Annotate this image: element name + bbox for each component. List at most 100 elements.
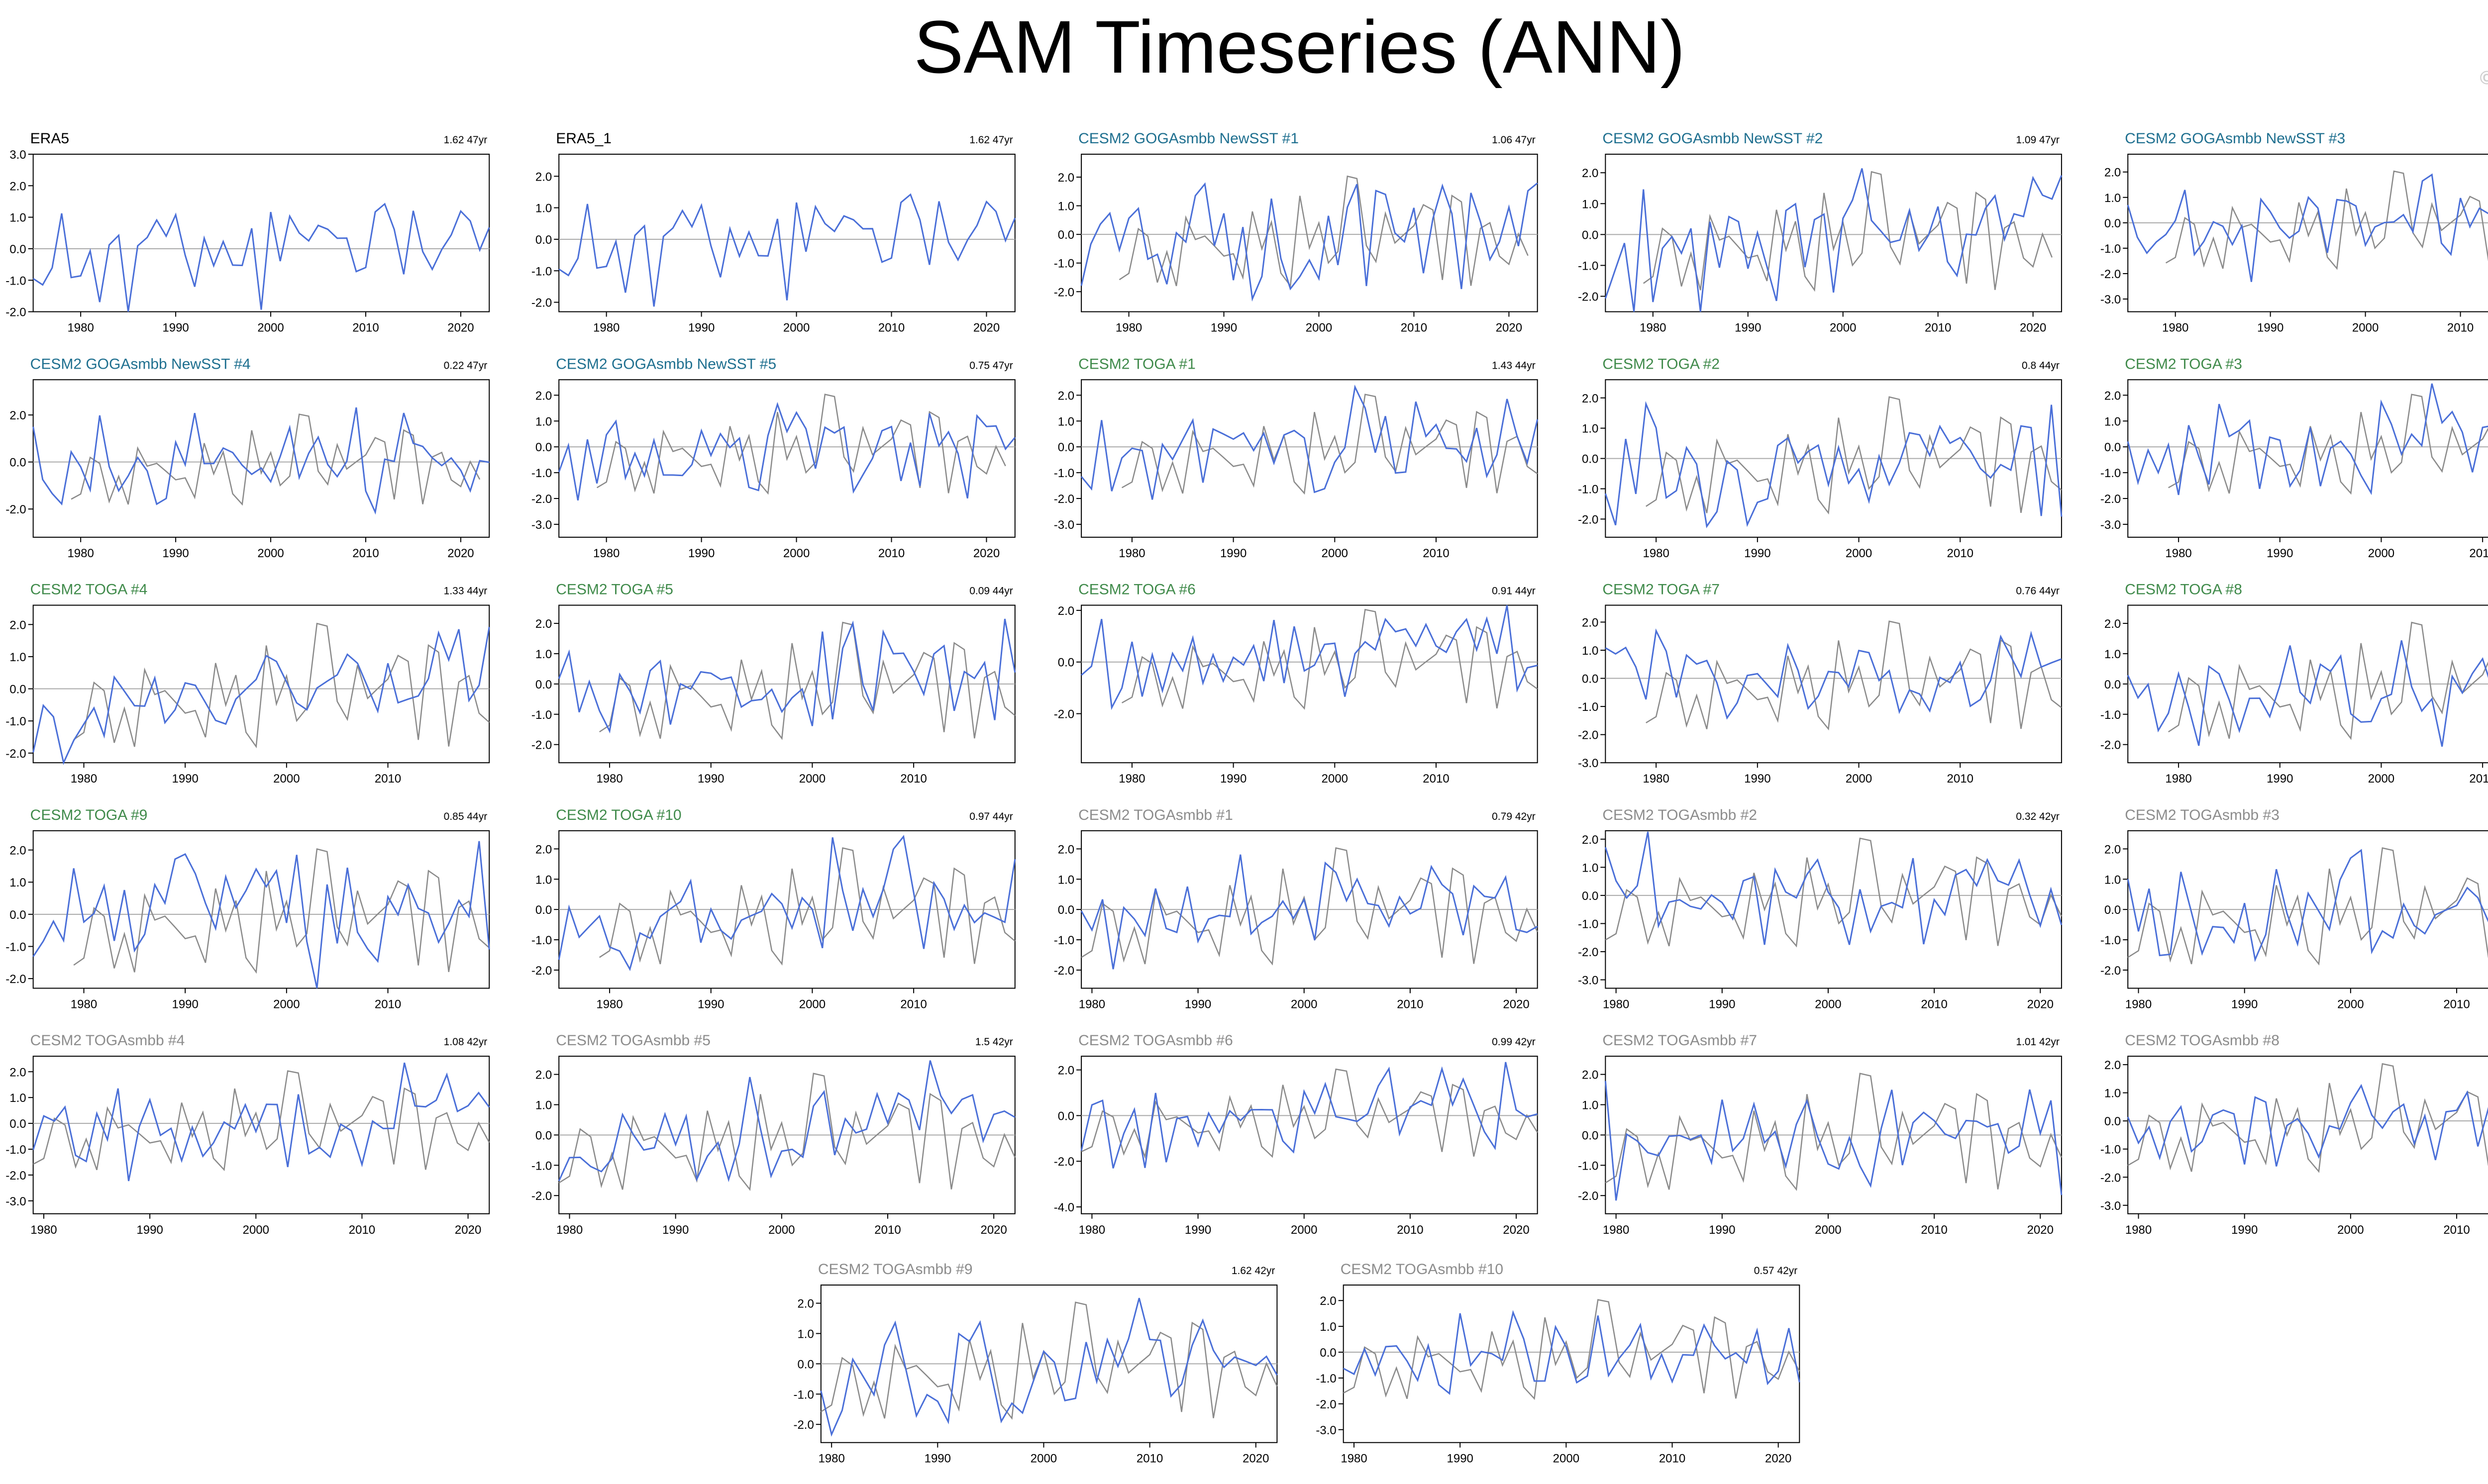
panel-17: CESM2 TOGA #10 0.97 44yr 2.0 1.0 0.0 -1.0 -2.0… (531, 807, 1016, 1011)
panel-title: CESM2 TOGAsmbb #8 (2125, 1032, 2280, 1049)
y-tick-label: -1.0 (1054, 257, 1074, 271)
obs-series-line (2165, 170, 2488, 270)
panel-18: CESM2 TOGAsmbb #1 0.79 42yr 2.0 1.0 0.0 -1.0 -… (1054, 807, 1538, 1011)
y-tick-label: -2.0 (531, 964, 552, 978)
x-tick-label: 1990 (172, 772, 198, 786)
y-tick-label: -2.0 (2100, 268, 2121, 281)
x-tick-label: 2020 (447, 321, 474, 335)
y-tick-label: -1.0 (5, 940, 26, 954)
y-tick-label: 0.0 (1320, 1346, 1336, 1360)
x-tick-label: 1990 (1211, 321, 1237, 335)
obs-series-line (2168, 621, 2488, 740)
panel-title: CESM2 TOGAsmbb #1 (1078, 807, 1233, 823)
plot-frame (558, 379, 1016, 538)
y-tick-label: 1.0 (9, 651, 26, 664)
x-tick-label: 1990 (698, 997, 724, 1011)
y-tick-label: 0.0 (535, 233, 552, 247)
x-tick-label: 1990 (2257, 321, 2283, 335)
x-tick-label: 2010 (1397, 997, 1423, 1011)
plot-frame (2127, 153, 2488, 312)
x-tick-label: 2010 (1401, 321, 1427, 335)
y-tick-label: -2.0 (1578, 1189, 1598, 1203)
panel-title: CESM2 GOGAsmbb NewSST #5 (556, 356, 776, 372)
y-tick-label: -1.0 (2100, 1143, 2121, 1157)
x-tick-label: 1990 (136, 1223, 163, 1237)
x-tick-label: 2010 (1397, 1223, 1423, 1237)
y-tick-label: -2.0 (1054, 1155, 1074, 1169)
x-tick-label: 1990 (162, 547, 189, 560)
panel-6: CESM2 GOGAsmbb NewSST #4 0.22 47yr 2.0 0.0 -… (5, 356, 490, 560)
y-tick-label: -2.0 (2100, 739, 2121, 752)
panel-14: CESM2 TOGA #7 0.76 44yr 2.0 1.0 0.0 -1.0 -2.0 -… (1578, 582, 2062, 786)
panel-title: CESM2 GOGAsmbb NewSST #4 (30, 356, 251, 372)
x-tick-label: 1980 (67, 547, 94, 560)
y-tick-label: 2.0 (9, 1066, 26, 1079)
x-tick-label: 2010 (1137, 1452, 1163, 1466)
x-tick-label: 2010 (375, 772, 401, 786)
x-tick-label: 1990 (662, 1223, 689, 1237)
x-tick-label: 2010 (2469, 547, 2488, 560)
y-tick-label: -1.0 (531, 708, 552, 722)
panel-5: CESM2 GOGAsmbb NewSST #31.87 47yr2.01.00… (2100, 130, 2488, 335)
panel-title: CESM2 TOGA #9 (30, 807, 148, 823)
panel-9: CESM2 TOGA #2 0.8 44yr 2.0 1.0 0.0 -1.0 -2.0 19… (1578, 356, 2063, 560)
y-tick-label: -2.0 (1054, 964, 1074, 978)
member-series-line (32, 627, 490, 765)
plot-frame (2127, 1056, 2488, 1214)
y-tick-label: 2.0 (1582, 1069, 1598, 1082)
y-tick-label: -2.0 (2100, 1171, 2121, 1185)
panel-21: CESM2 TOGAsmbb #4 1.08 42yr 2.0 1.0 0.0 -1.0 -… (5, 1032, 490, 1237)
panel-title: CESM2 TOGAsmbb #6 (1078, 1032, 1233, 1049)
member-series-line (32, 1062, 490, 1182)
x-tick-label: 2010 (1925, 321, 1951, 335)
y-tick-label: -3.0 (2100, 293, 2121, 306)
member-series-line (1080, 854, 1538, 970)
y-tick-label: 1.0 (9, 1091, 26, 1105)
trend-label: 0.8 44yr (2022, 360, 2060, 371)
trend-label: 0.32 42yr (2016, 811, 2060, 822)
y-tick-label: -2.0 (793, 1418, 814, 1432)
x-tick-label: 2000 (783, 547, 810, 560)
trend-label: 0.57 42yr (1754, 1265, 1798, 1277)
y-tick-label: -1.0 (2100, 242, 2121, 256)
x-tick-label: 1980 (1116, 321, 1142, 335)
panel-title: CESM2 TOGAsmbb #10 (1341, 1261, 1503, 1278)
x-tick-label: 2010 (878, 321, 905, 335)
x-tick-label: 2010 (2447, 321, 2474, 335)
member-series-line (1343, 1310, 1800, 1395)
panel-20: CESM2 TOGAsmbb #31.16 42yr2.01.00.0-1.0-… (2100, 807, 2488, 1011)
x-tick-label: 2000 (2368, 547, 2394, 560)
x-tick-label: 1980 (1341, 1452, 1367, 1466)
plot-frame (558, 153, 1016, 312)
y-tick-label: 2.0 (1582, 833, 1598, 847)
obs-series-line (2127, 847, 2488, 966)
obs-series-line (599, 621, 1016, 740)
trend-label: 0.85 44yr (444, 811, 488, 822)
y-tick-label: 2.0 (2104, 1059, 2121, 1072)
obs-series-line (1605, 837, 2063, 948)
y-tick-label: 0.0 (1058, 441, 1074, 454)
x-tick-label: 2000 (783, 321, 810, 335)
page-title: SAM Timeseries (ANN) (914, 5, 1685, 89)
obs-series-line (596, 394, 1006, 495)
y-tick-label: 2.0 (2104, 843, 2121, 856)
y-tick-label: -1.0 (531, 467, 552, 480)
y-tick-label: 2.0 (9, 844, 26, 858)
x-tick-label: 1980 (30, 1223, 57, 1237)
x-tick-label: 1980 (1079, 997, 1105, 1011)
x-tick-label: 1980 (1603, 997, 1629, 1011)
y-tick-label: -1.0 (531, 1159, 552, 1173)
x-tick-label: 1990 (698, 772, 724, 786)
x-tick-label: 1980 (71, 997, 97, 1011)
x-tick-label: 1990 (1709, 997, 1735, 1011)
y-tick-label: 0.0 (9, 683, 26, 696)
y-tick-label: 2.0 (1582, 167, 1598, 180)
x-tick-label: 2000 (273, 997, 300, 1011)
y-tick-label: -2.0 (5, 747, 26, 761)
panel-title: CESM2 TOGA #7 (1602, 582, 1720, 598)
x-tick-label: 2010 (878, 547, 905, 560)
member-series-line (820, 1297, 1278, 1437)
x-tick-label: 2020 (447, 547, 474, 560)
x-tick-label: 1980 (1640, 321, 1666, 335)
member-series-line (558, 835, 1016, 971)
